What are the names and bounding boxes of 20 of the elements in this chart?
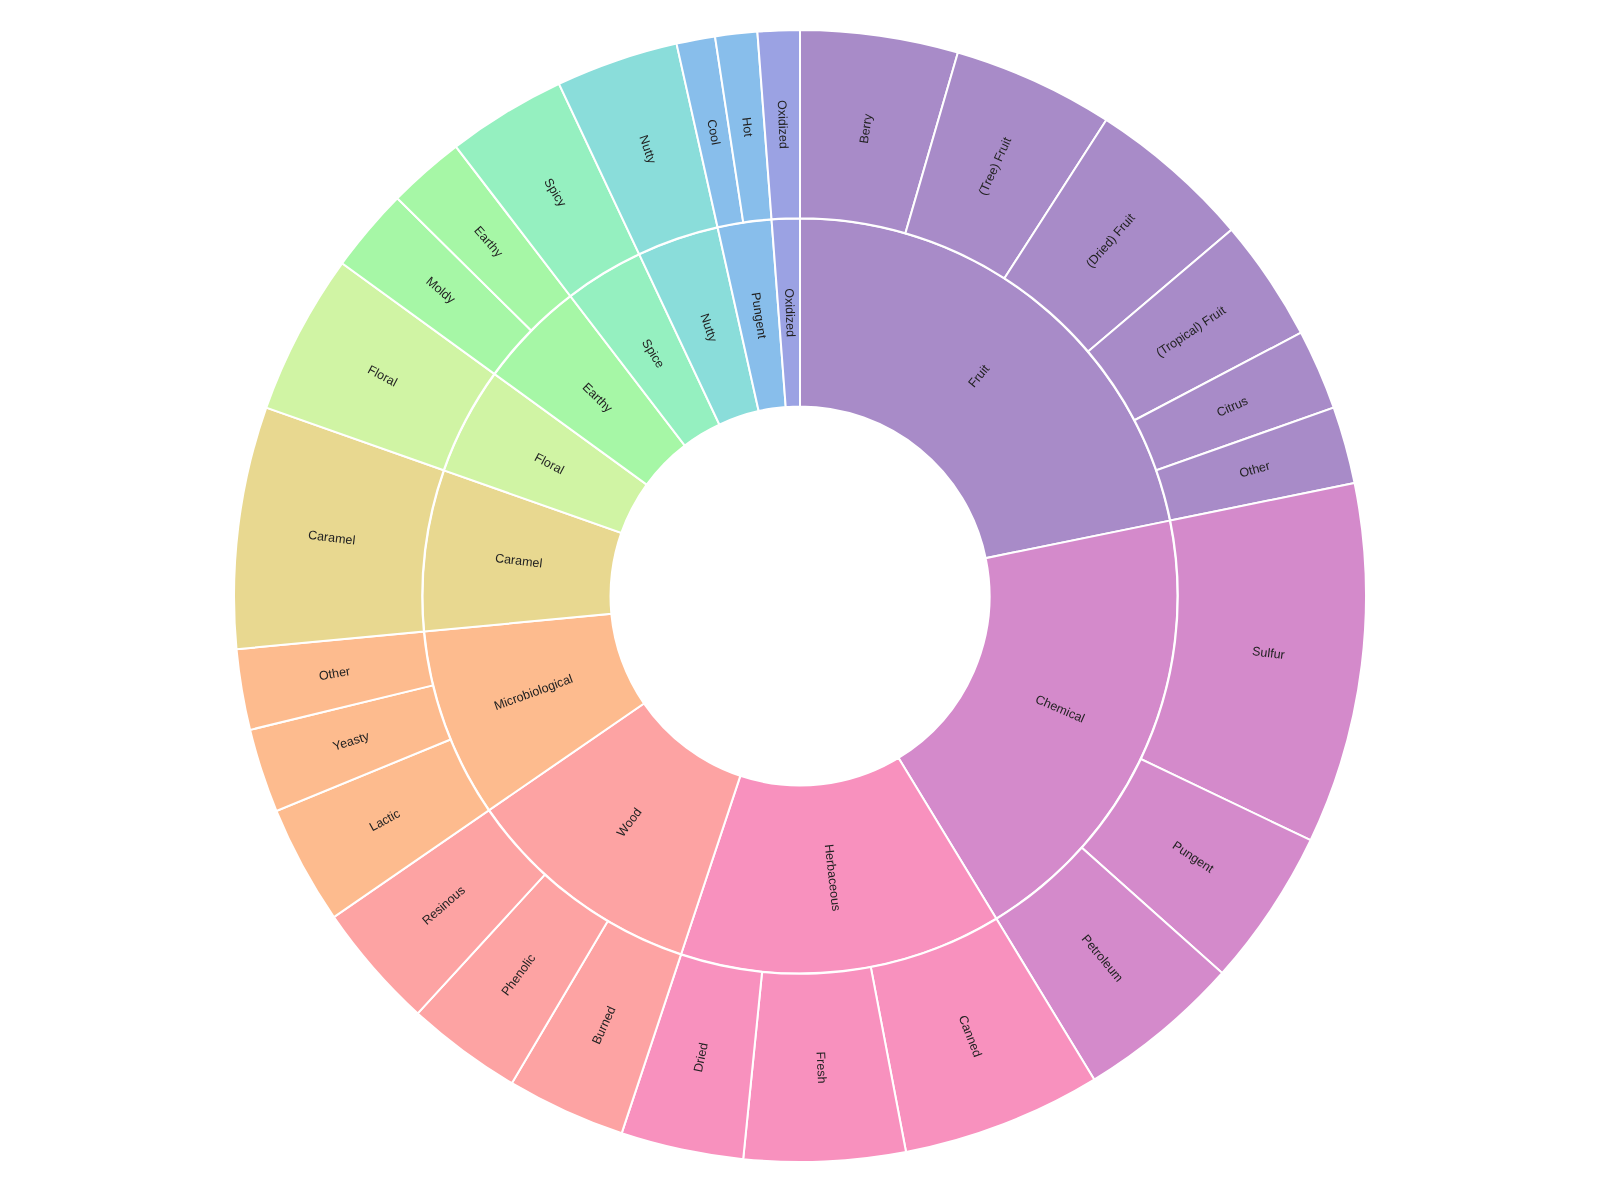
slice-label: Other <box>1237 458 1272 481</box>
slice-label: Sulfur <box>1251 644 1286 663</box>
slice-label: Lactic <box>367 806 403 835</box>
slice-label: Herbaceous <box>821 843 844 912</box>
slice-label: Hot <box>739 116 756 138</box>
slice-label: Oxidized <box>781 288 798 338</box>
slice-label: Pungent <box>748 291 770 341</box>
slice-label: Caramel <box>307 527 356 548</box>
slice-label: Dried <box>690 1041 711 1074</box>
slice-label: Yeasty <box>331 728 372 754</box>
slice-label: Nutty <box>636 133 660 167</box>
slice-label: Other <box>317 664 352 684</box>
slice-label: Citrus <box>1214 393 1251 420</box>
slice-label: Nutty <box>697 311 721 345</box>
slice-label: Berry <box>856 112 876 145</box>
slice-label: Caramel <box>494 550 543 571</box>
slice-label: Floral <box>532 450 567 478</box>
slice-label: Oxidized <box>774 99 791 149</box>
slice-label: Cool <box>704 118 723 146</box>
slice-label: Fresh <box>813 1051 829 1084</box>
